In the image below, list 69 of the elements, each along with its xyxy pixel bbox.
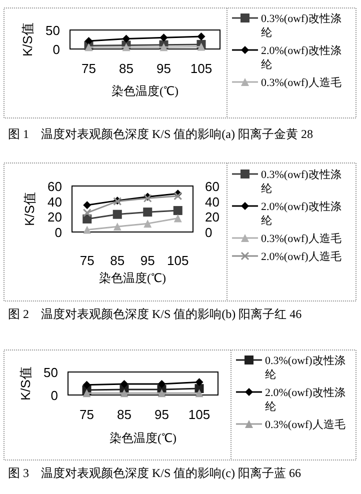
x-tick-label: 95	[156, 61, 171, 76]
point	[83, 201, 92, 210]
point	[82, 214, 92, 224]
point	[160, 43, 168, 52]
point	[112, 210, 122, 219]
y-tick-label: 20	[48, 210, 62, 225]
point	[120, 380, 128, 388]
point	[113, 222, 122, 231]
point	[84, 37, 93, 46]
y2-tick-label: 40	[205, 194, 220, 210]
y-axis-title: K/S值	[18, 366, 33, 400]
point	[82, 389, 91, 398]
point	[158, 380, 166, 388]
point	[122, 34, 130, 43]
y-tick-label: 50	[44, 365, 58, 380]
y-tick-label: 60	[48, 179, 62, 194]
y-tick-label: 0	[54, 225, 62, 240]
x-tick-label: 105	[190, 61, 212, 76]
legend-label: 0.3%(owf)人造毛	[261, 232, 342, 245]
y-axis-title: K/S值	[20, 22, 35, 56]
legend-label: 2.0%(owf)改性涤纶	[265, 387, 346, 413]
point	[82, 380, 91, 389]
x-tick-label: 75	[80, 253, 94, 268]
x-tick-label: 105	[167, 253, 189, 268]
y-axis-title: K/S值	[22, 192, 37, 226]
legend-label: 0.3%(owf)改性涤纶	[265, 355, 346, 381]
legend-label: 0.3%(owf)改性涤纶	[261, 13, 342, 39]
point	[83, 226, 92, 234]
x-axis-title: 染色温度(℃)	[110, 431, 176, 445]
x-tick-label: 85	[119, 61, 134, 76]
text: 图 3 温度对表观颜色深度 K/S 值的影响(c) 阳离子蓝 66	[8, 466, 301, 480]
y-tick-label: 50	[46, 23, 60, 38]
text: 图 2 温度对表观颜色深度 K/S 值的影响(b) 阳离子红 46	[8, 307, 302, 321]
x-tick-label: 75	[82, 61, 96, 76]
point	[174, 214, 182, 222]
y2-tick-label: 0	[205, 225, 212, 240]
text: 图 1 温度对表观颜色深度 K/S 值的影响(a) 阳离子金黄 28	[8, 127, 313, 141]
x-tick-label: 95	[154, 407, 169, 422]
legend-label: 2.0%(owf)改性涤纶	[261, 45, 342, 71]
point	[173, 206, 182, 216]
x-tick-label: 105	[188, 407, 210, 422]
y-tick-label: 0	[52, 42, 60, 57]
x-tick-label: 75	[80, 407, 94, 422]
point	[122, 43, 130, 52]
point	[197, 32, 206, 40]
legend-label: 0.3%(owf)人造毛	[265, 418, 346, 431]
legend-label: 0.3%(owf)人造毛	[261, 76, 342, 89]
legend-label: 2.0%(owf)改性涤纶	[261, 201, 342, 227]
legend-label: 0.3%(owf)改性涤纶	[261, 169, 342, 195]
point	[195, 389, 204, 398]
point	[174, 192, 182, 200]
y2-tick-label: 60	[205, 179, 220, 194]
point	[144, 220, 152, 228]
x-tick-label: 95	[140, 253, 155, 268]
point	[195, 378, 204, 386]
x-tick-label: 85	[117, 407, 132, 422]
y-tick-label: 40	[48, 194, 62, 210]
point	[197, 42, 206, 51]
point	[160, 34, 168, 42]
legend-label: 2.0%(owf)人造毛	[261, 250, 342, 263]
y2-tick-label: 20	[205, 210, 220, 225]
point	[143, 208, 152, 217]
point	[82, 208, 92, 218]
x-tick-label: 85	[110, 253, 125, 268]
point	[120, 389, 128, 398]
point	[158, 389, 166, 398]
y-tick-label: 0	[50, 388, 58, 403]
x-axis-title: 染色温度(℃)	[99, 271, 166, 285]
x-axis-title: 染色温度(℃)	[112, 84, 178, 98]
